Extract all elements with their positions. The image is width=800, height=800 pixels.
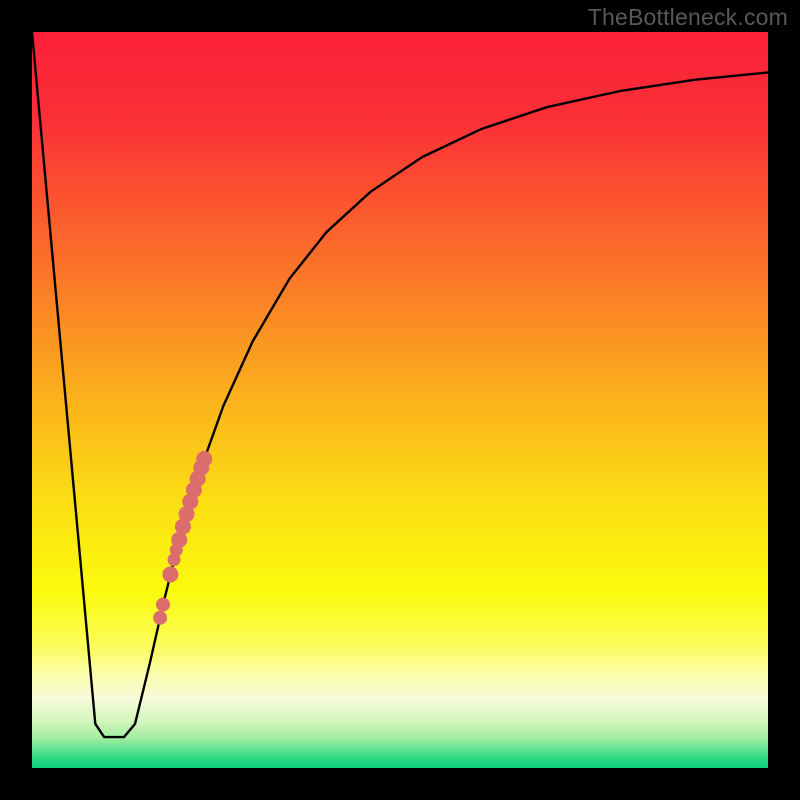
data-marker	[162, 566, 178, 582]
data-marker	[196, 451, 212, 467]
chart-svg	[0, 0, 800, 800]
watermark-text: TheBottleneck.com	[588, 4, 788, 31]
data-marker	[156, 598, 170, 612]
plot-background	[32, 32, 768, 768]
chart-root: { "watermark": { "text": "TheBottleneck.…	[0, 0, 800, 800]
data-marker	[153, 611, 167, 625]
